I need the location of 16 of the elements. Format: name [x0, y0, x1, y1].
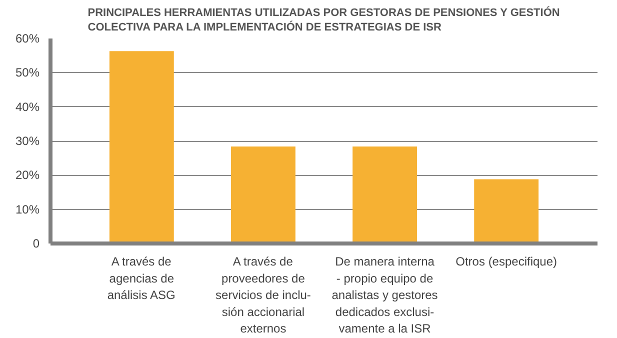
bar — [109, 51, 174, 244]
bar — [231, 146, 296, 244]
x-tick-label: A través de agencias de análisis ASG — [107, 254, 176, 302]
chart-title: PRINCIPALES HERRAMIENTAS UTILIZADAS POR GESTORAS DE PENSIONES Y GESTIÓN COLECTIVA PARA LA IMPLEMENTACIÓN DE ESTRATEGIAS DE ISR — [88, 6, 560, 34]
y-tick-label: 20% — [15, 168, 40, 182]
y-tick-label: 30% — [15, 134, 40, 148]
y-tick-label: 10% — [15, 202, 40, 216]
y-tick-label: 60% — [15, 32, 40, 46]
y-tick-label: 40% — [15, 100, 40, 114]
y-tick-label: 50% — [15, 66, 40, 80]
x-tick-label: A través de proveedores de servicios de inclu- sión accionarial externos — [216, 254, 311, 336]
bar — [352, 146, 417, 244]
x-tick-label: Otros (especifique) — [456, 254, 558, 268]
x-tick-label: De manera interna - propio equipo de analistas y gestores dedicados exclusi- vamente a la ISR — [332, 254, 438, 336]
bar — [474, 179, 539, 244]
y-tick-label: 0 — [32, 236, 40, 250]
